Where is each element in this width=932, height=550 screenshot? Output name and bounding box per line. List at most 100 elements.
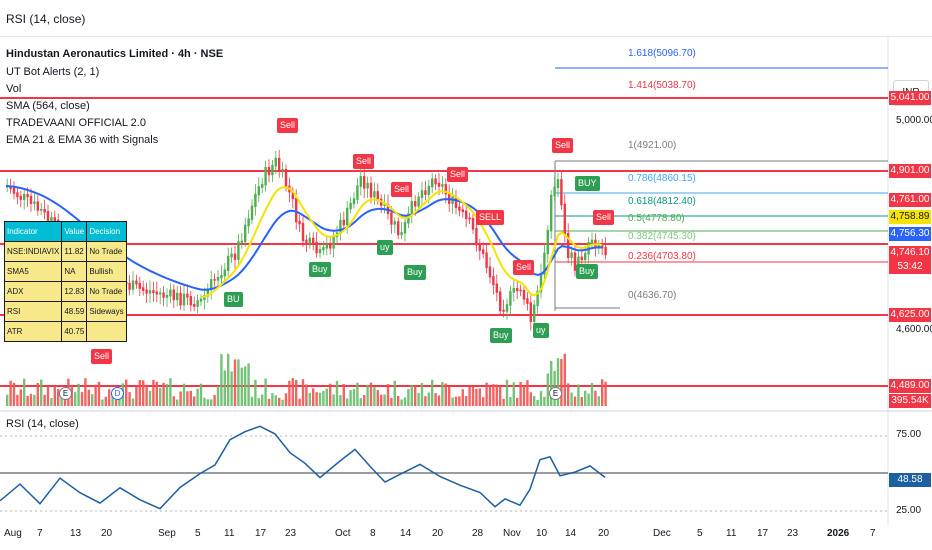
candle-body <box>369 182 373 198</box>
candle-body <box>556 179 560 189</box>
time-label: Dec <box>653 528 671 539</box>
candle-body <box>227 255 230 271</box>
candle-body <box>125 281 128 285</box>
volume-bar <box>380 394 383 406</box>
indicator-tab-label[interactable]: RSI (14, close) <box>6 12 86 26</box>
volume-bar <box>16 394 19 406</box>
time-label: 5 <box>697 528 703 539</box>
candle-body <box>373 191 376 198</box>
candle-body <box>349 202 352 210</box>
candle-body <box>546 229 549 255</box>
candle-body <box>165 294 169 298</box>
fib-label-1414: 1.414(5038.70) <box>628 80 696 91</box>
volume-bar <box>505 379 509 406</box>
earnings-event-icon[interactable]: E <box>59 387 72 400</box>
table-cell: Sideways <box>86 301 127 322</box>
volume-bar <box>458 396 461 406</box>
table-cell: ATR <box>3 321 63 342</box>
rsi-axis-label: 75.00 <box>896 429 922 440</box>
volume-bar <box>223 370 226 406</box>
volume-bar <box>577 384 580 406</box>
legend-ut-bot[interactable]: UT Bot Alerts (2, 1) <box>6 66 100 78</box>
legend-sma[interactable]: SMA (564, close) <box>6 100 90 112</box>
earnings-event-icon[interactable]: E <box>549 387 562 400</box>
volume-bar <box>284 393 288 406</box>
candle-body <box>138 282 141 289</box>
volume-bar <box>63 397 67 406</box>
legend-vol[interactable]: Vol <box>6 83 22 95</box>
chart-area[interactable]: Hindustan Aeronautics Limited · 4h · NSE… <box>0 36 932 550</box>
volume-bar <box>536 399 539 406</box>
volume-bar <box>84 378 87 406</box>
volume-bar <box>104 396 107 406</box>
candle-body <box>536 290 539 307</box>
candle-body <box>560 179 563 206</box>
candle-body <box>329 244 332 249</box>
candle-body <box>322 247 325 251</box>
dividend-event-icon[interactable]: D <box>111 387 124 400</box>
rsi-pane-title[interactable]: RSI (14, close) <box>6 418 79 430</box>
candle-body <box>516 288 519 292</box>
candle-body <box>339 219 342 234</box>
candle-body <box>223 269 226 277</box>
chart-svg[interactable] <box>0 36 932 550</box>
volume-bar <box>237 359 240 406</box>
volume-bar <box>162 382 165 406</box>
candle-body <box>346 207 349 226</box>
volume-bar <box>485 382 488 406</box>
time-label-year: 2026 <box>827 528 850 539</box>
volume-bar <box>441 382 444 406</box>
candle-body <box>36 201 39 211</box>
time-label: 11 <box>224 528 235 539</box>
candle-body <box>522 289 526 300</box>
fib-label-0786: 0.786(4860.15) <box>628 173 696 184</box>
price-tag: 4,625.00 <box>889 308 931 322</box>
candle-body <box>12 187 16 194</box>
candle-body <box>420 190 424 198</box>
candle-body <box>342 219 345 226</box>
volume-bar <box>172 396 175 406</box>
table-header-cell: Decision <box>86 221 127 242</box>
volume-bar <box>465 396 468 406</box>
volume-bar <box>257 398 260 406</box>
legend-tradevaani[interactable]: TRADEVAANI OFFICIAL 2.0 <box>6 117 146 129</box>
candle-body <box>162 292 165 298</box>
candle-body <box>403 222 407 234</box>
candle-body <box>563 203 566 235</box>
symbol-title[interactable]: Hindustan Aeronautics Limited · 4h · NSE <box>6 48 224 60</box>
volume-bar <box>23 378 26 406</box>
volume-bar <box>142 380 145 406</box>
volume-bar <box>502 398 505 406</box>
price-axis-label: 5,000.00 <box>896 115 932 126</box>
candle-body <box>305 239 308 245</box>
table-cell <box>86 321 127 342</box>
candle-body <box>352 198 356 205</box>
fib-label-05: 0.5(4778.80) <box>628 213 685 224</box>
time-label: 8 <box>370 528 376 539</box>
candle-body <box>512 288 515 293</box>
volume-bar <box>573 396 577 406</box>
volume-bar <box>584 390 587 406</box>
table-row: SMA5 NA Bullish <box>3 261 127 282</box>
candle-body <box>33 201 36 204</box>
legend-ema[interactable]: EMA 21 & EMA 36 with Signals <box>6 134 159 146</box>
volume-bar <box>526 380 529 406</box>
time-label: 17 <box>255 528 267 539</box>
time-label: 20 <box>598 528 610 539</box>
volume-bar <box>227 353 230 406</box>
volume-bar <box>335 380 339 406</box>
volume-bar <box>40 379 43 406</box>
volume-bar <box>444 383 447 406</box>
sell-signal: Sell <box>353 154 375 169</box>
volume-bar <box>332 394 335 406</box>
volume-bar <box>193 396 196 406</box>
volume-bar <box>274 395 277 406</box>
candle-body <box>250 205 254 220</box>
candle-body <box>400 232 403 236</box>
candle-body <box>553 186 556 197</box>
volume-bar <box>512 382 515 406</box>
candle-body <box>142 287 145 291</box>
candle-body <box>332 235 335 249</box>
rsi-line <box>0 425 606 510</box>
candle-body <box>216 277 220 281</box>
